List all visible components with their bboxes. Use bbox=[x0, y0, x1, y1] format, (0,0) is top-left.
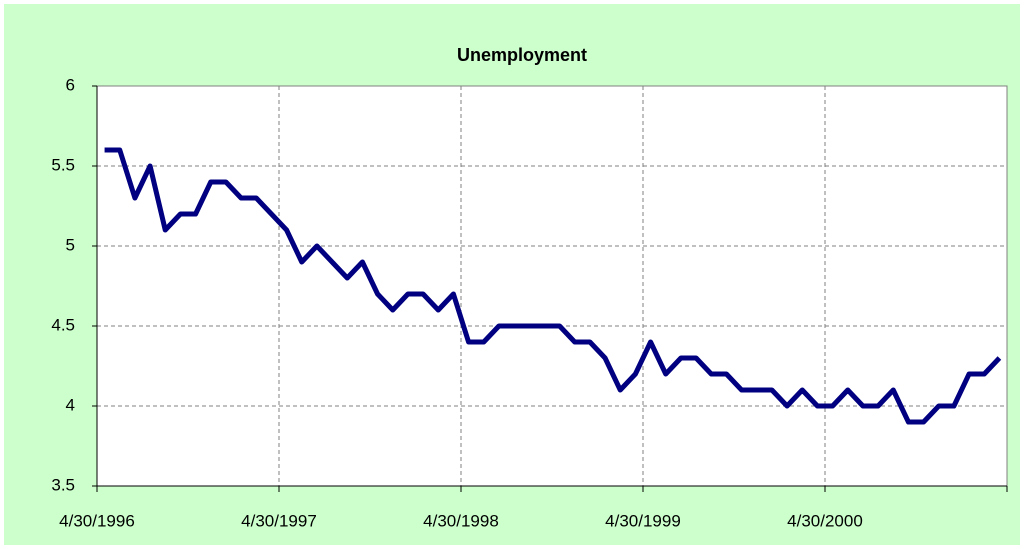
y-tick-label: 5.5 bbox=[51, 155, 75, 174]
x-tick-label: 4/30/1996 bbox=[59, 511, 135, 530]
plot-area bbox=[96, 85, 1008, 487]
x-tick-label: 4/30/1998 bbox=[423, 511, 499, 530]
y-tick-label: 4.5 bbox=[51, 315, 75, 334]
y-tick-label: 4 bbox=[66, 395, 75, 414]
y-tick-label: 3.5 bbox=[51, 475, 75, 494]
data-line bbox=[104, 147, 1002, 425]
y-tick-label: 5 bbox=[66, 235, 75, 254]
chart-title: Unemployment bbox=[457, 45, 587, 65]
y-tick-label: 6 bbox=[66, 75, 75, 94]
x-tick-label: 4/30/1997 bbox=[241, 511, 317, 530]
x-tick-label: 4/30/2000 bbox=[787, 511, 863, 530]
x-tick-label: 4/30/1999 bbox=[605, 511, 681, 530]
